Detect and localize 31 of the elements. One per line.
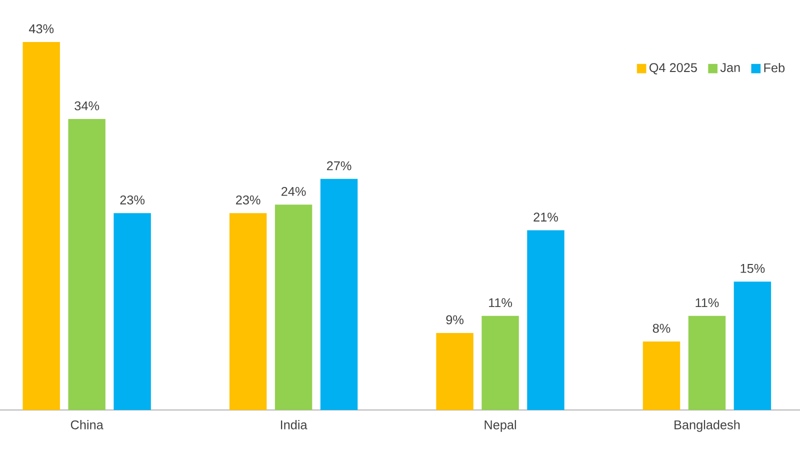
- bar: [229, 213, 267, 410]
- data-label: 9%: [446, 315, 464, 324]
- bar: [734, 282, 772, 410]
- legend-label: Feb: [764, 62, 785, 72]
- data-label: 11%: [489, 298, 512, 308]
- data-label: 27%: [326, 161, 352, 170]
- x-tick-label: Nepal: [484, 420, 516, 432]
- data-label: 23%: [236, 195, 260, 204]
- x-tick-label: India: [280, 420, 308, 430]
- bar: [482, 316, 519, 410]
- bar: [436, 332, 474, 410]
- bar: [68, 119, 106, 410]
- data-label: 24%: [281, 186, 306, 196]
- bar: [688, 316, 726, 410]
- x-tick-label: China: [70, 420, 104, 430]
- bar: [527, 230, 564, 410]
- data-label: 8%: [652, 324, 670, 333]
- data-label: 15%: [740, 264, 765, 273]
- bar: [22, 42, 60, 410]
- data-label: 43%: [28, 24, 54, 34]
- bar: [114, 213, 151, 410]
- data-label: 23%: [120, 195, 145, 204]
- bar: [642, 342, 680, 410]
- legend-label: Q4 2025: [650, 63, 697, 74]
- bar: [320, 178, 358, 410]
- legend-label: Jan: [720, 63, 740, 72]
- data-label: 21%: [534, 212, 558, 222]
- data-label: 11%: [696, 298, 719, 308]
- bar: [274, 204, 312, 410]
- data-label: 34%: [74, 101, 100, 110]
- x-tick-label: Bangladesh: [674, 420, 740, 432]
